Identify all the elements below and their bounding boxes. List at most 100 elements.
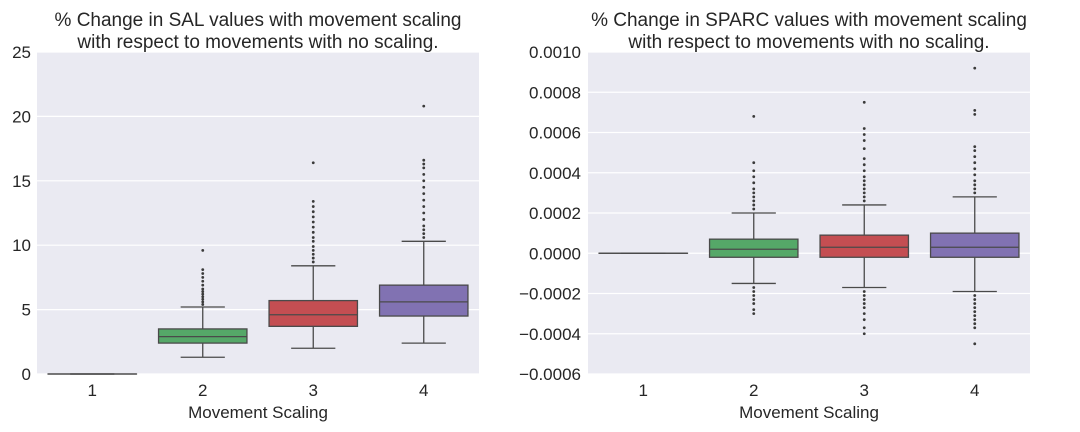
- y-tick-label: 0.0000: [529, 244, 581, 263]
- box-2: [708, 115, 799, 316]
- outlier-point: [311, 252, 315, 256]
- outlier-point: [311, 260, 315, 264]
- plot-background: [37, 52, 479, 374]
- outlier-point: [311, 215, 315, 219]
- outlier-point: [752, 199, 756, 203]
- outlier-point: [422, 236, 426, 239]
- outlier-point: [973, 155, 977, 159]
- y-tick-label: 0.0004: [529, 164, 581, 183]
- outlier-point: [973, 183, 977, 187]
- chart-title: % Change in SAL values with movement sca…: [55, 10, 462, 31]
- y-tick-label: 15: [12, 172, 31, 191]
- y-tick-label: 0.0006: [529, 124, 581, 143]
- y-tick-label: 5: [22, 301, 31, 320]
- outlier-point: [201, 292, 205, 296]
- y-tick-label: 0.0008: [529, 83, 581, 102]
- outlier-point: [311, 248, 315, 252]
- outlier-point: [752, 115, 756, 118]
- outlier-point: [311, 205, 315, 208]
- outlier-point: [862, 127, 866, 130]
- outlier-point: [862, 290, 866, 293]
- outlier-point: [311, 161, 315, 165]
- y-tick-label: −0.0004: [519, 325, 581, 344]
- outlier-point: [862, 139, 866, 142]
- outlier-point: [973, 179, 977, 183]
- outlier-point: [422, 232, 426, 236]
- outlier-point: [973, 294, 977, 297]
- outlier-point: [201, 279, 205, 283]
- outlier-point: [752, 312, 756, 316]
- outlier-point: [752, 298, 756, 301]
- box-iqr: [268, 299, 359, 327]
- outlier-point: [973, 173, 977, 177]
- chart-title: with respect to movements with no scalin…: [627, 32, 989, 53]
- outlier-point: [422, 224, 426, 228]
- y-tick-label: 0.0002: [529, 204, 581, 223]
- outlier-point: [201, 290, 205, 293]
- x-tick-label: 4: [419, 381, 428, 400]
- outlier-point: [201, 276, 205, 279]
- outlier-point: [862, 195, 866, 199]
- outlier-point: [862, 147, 866, 151]
- x-tick-label: 2: [749, 381, 758, 400]
- x-tick-label: 2: [198, 381, 207, 400]
- box-3: [819, 100, 910, 336]
- outlier-point: [422, 172, 426, 176]
- outlier-point: [973, 302, 977, 305]
- outlier-point: [201, 248, 205, 252]
- outlier-point: [862, 302, 866, 305]
- y-tick-label: 10: [12, 236, 31, 255]
- sparc-chart: −0.0006 −0.0004 −0.0002 0.0000 0.0002 0.0004 0…: [519, 10, 1030, 422]
- outlier-point: [311, 239, 315, 243]
- x-tick-label: 1: [88, 381, 97, 400]
- outlier-point: [862, 183, 866, 187]
- outlier-point: [862, 191, 866, 195]
- outlier-point: [422, 104, 426, 108]
- outlier-point: [752, 207, 756, 211]
- outlier-point: [862, 318, 866, 322]
- outlier-point: [201, 295, 205, 299]
- box-4: [929, 66, 1020, 346]
- outlier-point: [422, 192, 426, 196]
- outlier-point: [862, 199, 866, 203]
- outlier-point: [201, 272, 205, 275]
- outlier-point: [752, 290, 756, 293]
- box-4: [378, 104, 469, 344]
- outlier-point: [311, 230, 315, 234]
- outlier-point: [752, 175, 756, 179]
- outlier-point: [973, 298, 977, 301]
- box-3: [268, 161, 359, 349]
- outlier-point: [862, 306, 866, 309]
- outlier-point: [973, 66, 977, 70]
- outlier-point: [862, 332, 866, 336]
- outlier-point: [752, 286, 756, 289]
- outlier-point: [422, 179, 426, 183]
- outlier-point: [311, 236, 315, 239]
- outlier-point: [973, 187, 977, 191]
- sal-chart: 0 5 10 15 20 25 1 2 3 4 % Change in SAL values wit…: [12, 10, 479, 422]
- y-tick-label: −0.0002: [519, 285, 581, 304]
- x-tick-label: 1: [639, 381, 648, 400]
- outlier-point: [752, 191, 756, 195]
- outlier-point: [752, 308, 756, 311]
- outlier-point: [862, 133, 866, 136]
- chart-title: with respect to movements with no scalin…: [76, 32, 438, 53]
- outlier-point: [201, 303, 205, 306]
- outlier-point: [973, 310, 977, 314]
- outlier-point: [973, 145, 977, 148]
- outlier-point: [862, 312, 866, 316]
- outlier-point: [311, 256, 315, 260]
- outlier-point: [201, 300, 205, 304]
- outlier-point: [752, 181, 756, 185]
- outlier-point: [422, 218, 426, 221]
- outlier-point: [201, 287, 205, 291]
- outlier-point: [973, 149, 977, 153]
- outlier-point: [422, 205, 426, 208]
- outlier-point: [973, 167, 977, 171]
- outlier-point: [973, 314, 977, 318]
- outlier-point: [422, 162, 426, 166]
- y-tick-label: 0.0010: [529, 43, 581, 62]
- box-iqr: [708, 238, 799, 258]
- outlier-point: [973, 191, 977, 195]
